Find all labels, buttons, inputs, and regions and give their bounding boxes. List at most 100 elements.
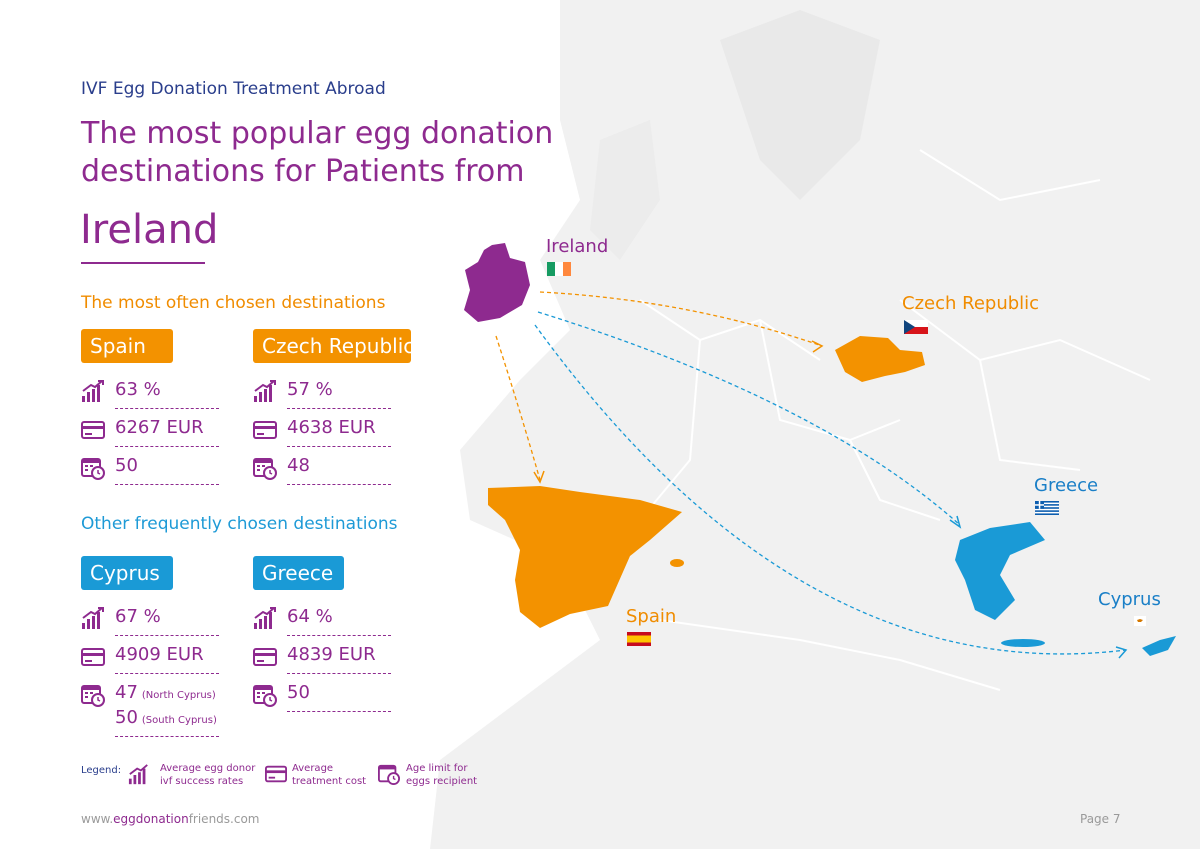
greece-cost: 4839 EUR: [253, 644, 393, 678]
czech-shape: [835, 336, 925, 382]
bar-chart-up-icon: [82, 607, 104, 629]
bar-chart-up-icon: [82, 380, 104, 402]
page-title: The most popular egg donation destinatio…: [81, 116, 554, 189]
ireland-shape: [464, 243, 530, 322]
calendar-clock-icon: [253, 458, 277, 480]
url-prefix: www.: [81, 812, 114, 826]
land-masses: [430, 0, 1200, 849]
map-label-greece: Greece: [1034, 475, 1099, 496]
credit-card-icon: [265, 765, 287, 783]
spain-age: 50: [81, 455, 221, 489]
czech-age: 48: [253, 455, 393, 489]
url-brand: eggdonation: [113, 812, 189, 826]
credit-card-icon: [81, 648, 105, 666]
credit-card-icon: [253, 421, 277, 439]
section-other-chosen: Other frequently chosen destinations: [81, 514, 398, 534]
legend-cost: Average treatment cost: [292, 763, 367, 787]
arrow-to-cyprus: [534, 324, 1127, 655]
map-label-cyprus: Cyprus: [1098, 589, 1161, 610]
dashed-divider: [115, 673, 219, 674]
arrow-to-czech: [539, 291, 823, 347]
dashed-divider: [287, 446, 391, 447]
spain-flag-icon: [627, 632, 651, 646]
czech-success: 57 %: [253, 379, 393, 413]
map-label-spain: Spain: [626, 606, 677, 627]
map-label-ireland: Ireland: [546, 236, 609, 257]
cyprus-shape: [1142, 636, 1176, 656]
balearic-shape: [670, 559, 684, 567]
dashed-divider: [115, 484, 219, 485]
arrows: [495, 291, 1127, 655]
legend-success: Average egg donor ivf success rates: [160, 763, 256, 787]
dashed-divider: [287, 673, 391, 674]
destination-pill-greece: Greece: [253, 556, 344, 590]
calendar-clock-icon: [253, 685, 277, 707]
cyprus-cost: 4909 EUR: [81, 644, 221, 678]
age-limit-south: 50 (South Cyprus): [115, 707, 217, 728]
bar-chart-up-icon: [254, 607, 276, 629]
czech-cost: 4638 EUR: [253, 417, 393, 451]
cyprus-flag-icon: [1134, 616, 1146, 626]
spain-cost: 6267 EUR: [81, 417, 221, 451]
bar-chart-up-icon: [254, 380, 276, 402]
cost-value: 4909 EUR: [115, 644, 204, 665]
greece-success: 64 %: [253, 606, 393, 640]
credit-card-icon: [253, 648, 277, 666]
country-title: Ireland: [80, 207, 219, 253]
credit-card-icon: [81, 421, 105, 439]
page-number: Page 7: [1080, 812, 1121, 826]
success-rate-value: 64 %: [287, 606, 333, 627]
greece-age: 50: [253, 682, 393, 716]
dashed-divider: [287, 408, 391, 409]
destination-pill-cyprus: Cyprus: [81, 556, 173, 590]
destination-pill-spain: Spain: [81, 329, 173, 363]
map-label-czech: Czech Republic: [902, 293, 1040, 314]
title-underline: [81, 262, 205, 264]
success-rate-value: 67 %: [115, 606, 161, 627]
sup-title: IVF Egg Donation Treatment Abroad: [81, 79, 386, 99]
age-limit-value: 50: [115, 455, 138, 476]
crete-shape: [1001, 639, 1045, 647]
arrow-to-greece: [537, 311, 961, 526]
destination-pill-czech: Czech Republic: [253, 329, 414, 363]
greece-shape: [955, 522, 1045, 620]
calendar-clock-icon: [378, 764, 400, 785]
calendar-clock-icon: [81, 458, 105, 480]
spain-shape: [488, 486, 682, 628]
age-limit-value: 50: [287, 682, 310, 703]
dashed-divider: [115, 446, 219, 447]
dashed-divider: [287, 711, 391, 712]
greece-flag-icon: [1035, 501, 1059, 515]
age-limit-value: 48: [287, 455, 310, 476]
legend-age: Age limit for eggs recipient: [406, 763, 478, 787]
dashed-divider: [287, 635, 391, 636]
arrow-to-spain: [495, 335, 541, 481]
spain-success: 63 %: [81, 379, 221, 413]
north-cyprus-note: (North Cyprus): [141, 690, 216, 701]
calendar-clock-icon: [81, 685, 105, 707]
age-limit-north: 47 (North Cyprus): [115, 682, 216, 703]
ireland-flag-icon: [547, 262, 571, 276]
arrowheads: [533, 340, 1128, 659]
section-most-chosen: The most often chosen destinations: [81, 293, 386, 313]
cost-value: 4638 EUR: [287, 417, 376, 438]
cyprus-age: 47 (North Cyprus) 50 (South Cyprus): [81, 682, 221, 737]
cost-value: 4839 EUR: [287, 644, 376, 665]
footer-url[interactable]: www.eggdonationfriends.com: [81, 812, 259, 826]
dashed-divider: [115, 408, 219, 409]
age-limit-north-value: 47: [115, 682, 138, 703]
borders: [639, 149, 1151, 691]
czech-flag-icon: [904, 320, 928, 334]
url-suffix: friends.com: [188, 812, 260, 826]
cost-value: 6267 EUR: [115, 417, 204, 438]
legend-label: Legend:: [81, 765, 122, 776]
success-rate-value: 63 %: [115, 379, 161, 400]
south-cyprus-note: (South Cyprus): [141, 715, 217, 726]
dashed-divider: [115, 736, 219, 737]
age-limit-south-value: 50: [115, 707, 138, 728]
bar-chart-up-icon: [128, 764, 148, 785]
dashed-divider: [115, 635, 219, 636]
cyprus-success: 67 %: [81, 606, 221, 640]
dashed-divider: [287, 484, 391, 485]
